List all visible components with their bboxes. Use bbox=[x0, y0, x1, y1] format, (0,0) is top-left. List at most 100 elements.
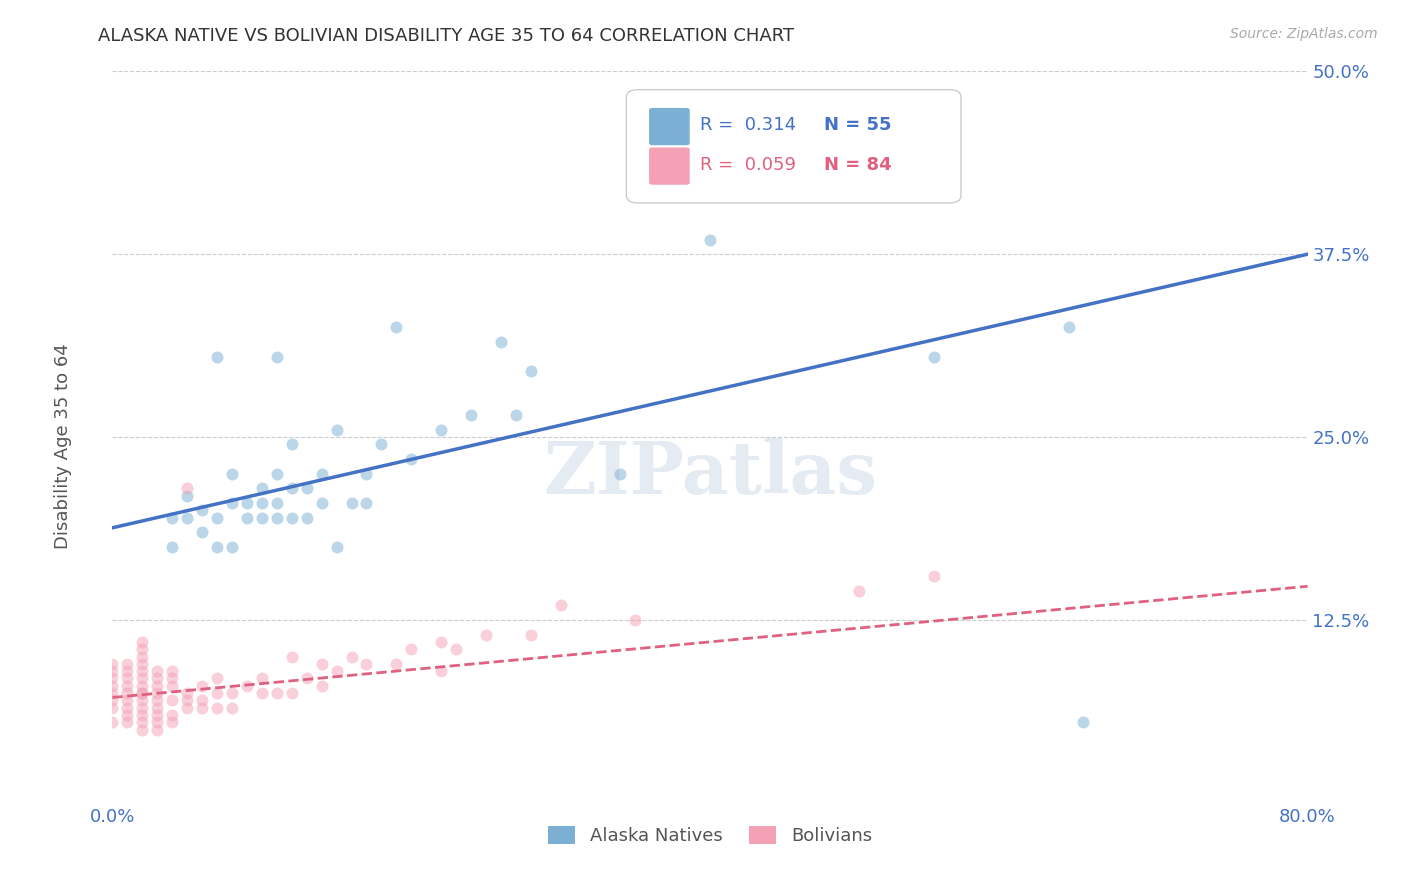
Point bbox=[117, 686, 139, 700]
Point bbox=[176, 686, 198, 700]
Point bbox=[101, 715, 124, 730]
Point bbox=[295, 481, 318, 495]
Point bbox=[162, 693, 183, 707]
Point bbox=[146, 693, 169, 707]
Text: Disability Age 35 to 64: Disability Age 35 to 64 bbox=[55, 343, 72, 549]
Point bbox=[430, 635, 453, 649]
Point bbox=[131, 700, 153, 714]
Point bbox=[146, 672, 169, 686]
Point bbox=[162, 715, 183, 730]
Point bbox=[430, 664, 453, 678]
Point bbox=[101, 679, 124, 693]
Point bbox=[146, 679, 169, 693]
Point bbox=[205, 686, 228, 700]
Point bbox=[489, 334, 512, 349]
Point bbox=[266, 496, 288, 510]
Point bbox=[236, 496, 259, 510]
Text: ALASKA NATIVE VS BOLIVIAN DISABILITY AGE 35 TO 64 CORRELATION CHART: ALASKA NATIVE VS BOLIVIAN DISABILITY AGE… bbox=[98, 27, 794, 45]
Point bbox=[609, 467, 631, 481]
Text: R =  0.314: R = 0.314 bbox=[700, 117, 797, 135]
Point bbox=[236, 510, 259, 524]
Point bbox=[162, 510, 183, 524]
Point bbox=[325, 664, 347, 678]
Point bbox=[356, 467, 378, 481]
Point bbox=[385, 657, 408, 671]
Point bbox=[266, 350, 288, 364]
Point bbox=[162, 679, 183, 693]
Point bbox=[520, 627, 543, 641]
Point bbox=[266, 467, 288, 481]
Point bbox=[162, 708, 183, 723]
Point bbox=[221, 700, 243, 714]
Point bbox=[176, 510, 198, 524]
Point bbox=[117, 657, 139, 671]
Point bbox=[101, 693, 124, 707]
Point bbox=[205, 672, 228, 686]
Point bbox=[281, 686, 304, 700]
Point bbox=[205, 700, 228, 714]
Point bbox=[117, 672, 139, 686]
Point bbox=[475, 627, 498, 641]
Text: Source: ZipAtlas.com: Source: ZipAtlas.com bbox=[1230, 27, 1378, 41]
Point bbox=[146, 664, 169, 678]
Text: N = 55: N = 55 bbox=[824, 117, 891, 135]
Point bbox=[117, 700, 139, 714]
FancyBboxPatch shape bbox=[650, 108, 690, 145]
Point bbox=[325, 423, 347, 437]
Point bbox=[236, 679, 259, 693]
Point bbox=[101, 664, 124, 678]
Point bbox=[922, 569, 945, 583]
Point bbox=[250, 481, 273, 495]
Point bbox=[131, 642, 153, 657]
Point bbox=[624, 613, 647, 627]
Point bbox=[311, 679, 333, 693]
Point bbox=[205, 350, 228, 364]
Point bbox=[162, 540, 183, 554]
Point bbox=[295, 510, 318, 524]
Point bbox=[311, 657, 333, 671]
Point bbox=[117, 715, 139, 730]
Point bbox=[146, 686, 169, 700]
Point bbox=[131, 635, 153, 649]
Point bbox=[340, 496, 363, 510]
Point bbox=[699, 233, 721, 247]
Point bbox=[325, 540, 347, 554]
Point bbox=[176, 489, 198, 503]
Point bbox=[117, 664, 139, 678]
Point bbox=[430, 423, 453, 437]
Point bbox=[311, 496, 333, 510]
Point bbox=[250, 672, 273, 686]
Point bbox=[250, 510, 273, 524]
Point bbox=[117, 679, 139, 693]
Point bbox=[101, 686, 124, 700]
Point bbox=[311, 467, 333, 481]
Point bbox=[460, 408, 482, 422]
Point bbox=[176, 693, 198, 707]
Point bbox=[848, 583, 870, 598]
Text: ZIPatlas: ZIPatlas bbox=[543, 438, 877, 509]
Point bbox=[385, 320, 408, 334]
Point bbox=[101, 657, 124, 671]
Point bbox=[550, 599, 572, 613]
Point bbox=[205, 510, 228, 524]
Point bbox=[131, 672, 153, 686]
Point bbox=[176, 700, 198, 714]
Point bbox=[221, 467, 243, 481]
Point bbox=[281, 481, 304, 495]
Point bbox=[922, 350, 945, 364]
Point bbox=[340, 649, 363, 664]
Point bbox=[146, 708, 169, 723]
Point bbox=[191, 700, 214, 714]
Point bbox=[176, 481, 198, 495]
Point bbox=[1057, 320, 1080, 334]
Point bbox=[444, 642, 467, 657]
Point bbox=[146, 723, 169, 737]
Point bbox=[221, 540, 243, 554]
Point bbox=[131, 686, 153, 700]
Point bbox=[131, 708, 153, 723]
Point bbox=[370, 437, 392, 451]
Point bbox=[131, 686, 153, 700]
Point bbox=[266, 686, 288, 700]
Point bbox=[281, 510, 304, 524]
Point bbox=[117, 693, 139, 707]
